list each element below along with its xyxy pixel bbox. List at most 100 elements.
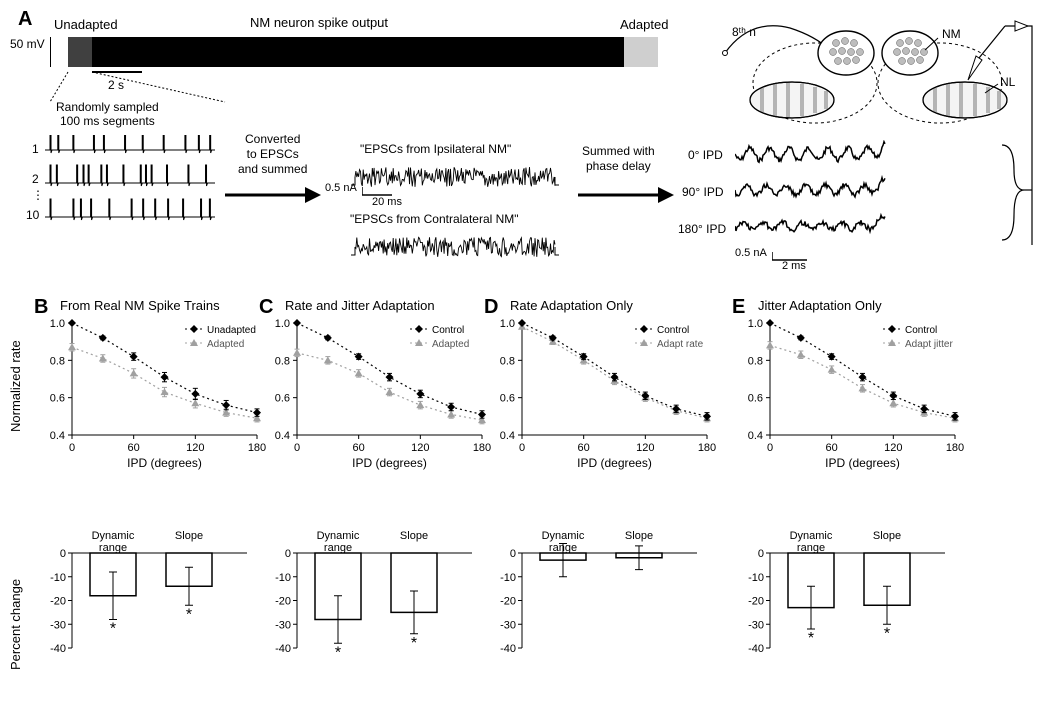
svg-text:0: 0 [285,548,291,560]
svg-text:0.8: 0.8 [748,355,763,367]
svg-text:Control: Control [432,325,464,336]
panel-a-label: A [18,8,32,31]
svg-text:Adapt jitter: Adapt jitter [905,339,953,350]
svg-text:NL: NL [1000,75,1016,89]
svg-text:Adapt rate: Adapt rate [657,339,704,350]
svg-text:*: * [186,606,192,623]
svg-text:Control: Control [657,325,689,336]
svg-text:0.8: 0.8 [275,355,290,367]
curve-chart-c: 0601201800.40.60.81.0IPD (degrees)Contro… [255,315,505,487]
svg-text:0: 0 [69,442,75,454]
svg-text:-20: -20 [275,596,291,608]
svg-text:0: 0 [519,442,525,454]
svg-text:Slope: Slope [175,530,203,542]
svg-text:0.4: 0.4 [748,430,763,442]
svg-text:0.4: 0.4 [50,430,65,442]
svg-text:0.4: 0.4 [500,430,515,442]
segments-svg [40,135,225,245]
svg-text:0.8: 0.8 [500,355,515,367]
svg-text:-30: -30 [50,619,66,631]
svg-text:60: 60 [128,442,140,454]
svg-text:Dynamic: Dynamic [317,530,360,542]
bar-ylabel: Percent change [8,579,23,670]
svg-text:8ᵗʰ n: 8ᵗʰ n [732,25,756,39]
svg-text:Dynamic: Dynamic [542,530,585,542]
spike-output-svg: NM neuron spike output Unadapted Adapted [50,15,690,75]
svg-text:Adapted: Adapted [432,339,469,350]
svg-text:-10: -10 [275,572,291,584]
svg-text:Control: Control [905,325,937,336]
bracket-svg [1002,135,1042,285]
svg-text:60: 60 [826,442,838,454]
svg-text:*: * [808,630,814,647]
arrow1-label: Converted to EPSCs and summed [238,132,307,177]
svg-text:0: 0 [767,442,773,454]
svg-text:120: 120 [186,442,204,454]
svg-text:1.0: 1.0 [500,318,515,330]
svg-text:Slope: Slope [400,530,428,542]
epsc-contra-svg [345,225,570,270]
panel-b-title: From Real NM Spike Trains [60,298,220,313]
svg-text:Unadapted: Unadapted [207,325,256,336]
svg-text:0: 0 [758,548,764,560]
svg-text:0: 0 [60,548,66,560]
svg-text:NM neuron spike output: NM neuron spike output [250,15,388,30]
svg-text:NM: NM [942,27,961,41]
svg-text:range: range [324,542,352,554]
svg-text:Slope: Slope [873,530,901,542]
svg-text:IPD (degrees): IPD (degrees) [577,456,652,470]
bar-chart-b: 0-10-20-30-40*Dynamicrange*Slope [30,525,280,665]
final-scale-y: 0.5 nA [735,247,767,259]
svg-text:-30: -30 [275,619,291,631]
svg-text:180: 180 [698,442,716,454]
final-scale-x: 2 ms [782,260,806,272]
curve-chart-e: 0 60 120 180 0.4 0.6 0.8 1.0 IPD (degrees) Contro… [728,315,978,487]
svg-text:120: 120 [884,442,902,454]
svg-text:-30: -30 [748,619,764,631]
svg-text:120: 120 [636,442,654,454]
svg-text:0.6: 0.6 [748,393,763,405]
svg-text:180: 180 [946,442,964,454]
arrow-1 [225,175,325,215]
brain-diagram: 8ᵗʰ n NM NL [720,8,1040,143]
epsc-scale-y: 0.5 nA [325,182,357,194]
svg-text:-40: -40 [50,643,66,655]
svg-text:1.0: 1.0 [748,318,763,330]
ipd0-label: 0° IPD [688,148,723,162]
seg-10: 10 [26,208,39,222]
bar-chart-d: 0-10-20-30-40DynamicrangeSlope [480,525,730,665]
svg-text:Unadapted: Unadapted [54,17,118,32]
svg-text:Adapted: Adapted [620,17,668,32]
seg-1: 1 [32,142,39,156]
svg-text:-10: -10 [748,572,764,584]
epsc-contra-label: "EPSCs from Contralateral NM" [350,212,519,226]
svg-text:*: * [335,644,341,661]
curve-ylabel: Normalized rate [8,340,23,432]
svg-text:-20: -20 [500,596,516,608]
bar-chart-c: 0 -10 -20 -30 -40 * Dynamicrange * Slope [255,525,505,665]
svg-text:*: * [884,625,890,642]
ipd-traces-svg [735,140,915,250]
svg-text:IPD (degrees): IPD (degrees) [127,456,202,470]
svg-text:0: 0 [294,442,300,454]
svg-text:-40: -40 [500,643,516,655]
svg-text:-10: -10 [500,572,516,584]
curve-chart-b: 0601201800.40.60.81.0IPD (degrees)Unadap… [30,315,280,487]
seg-2: 2 [32,172,39,186]
svg-text:-20: -20 [748,596,764,608]
svg-text:range: range [549,542,577,554]
svg-text:120: 120 [411,442,429,454]
panel-d-title: Rate Adaptation Only [510,298,633,313]
svg-text:-10: -10 [50,572,66,584]
svg-text:-30: -30 [500,619,516,631]
svg-text:*: * [411,635,417,652]
svg-text:60: 60 [578,442,590,454]
svg-text:IPD (degrees): IPD (degrees) [825,456,900,470]
svg-text:1.0: 1.0 [50,318,65,330]
svg-text:-40: -40 [748,643,764,655]
svg-text:0.6: 0.6 [500,393,515,405]
panel-c-title: Rate and Jitter Adaptation [285,298,435,313]
svg-text:0.6: 0.6 [50,393,65,405]
svg-text:-40: -40 [275,643,291,655]
svg-text:Dynamic: Dynamic [92,530,135,542]
